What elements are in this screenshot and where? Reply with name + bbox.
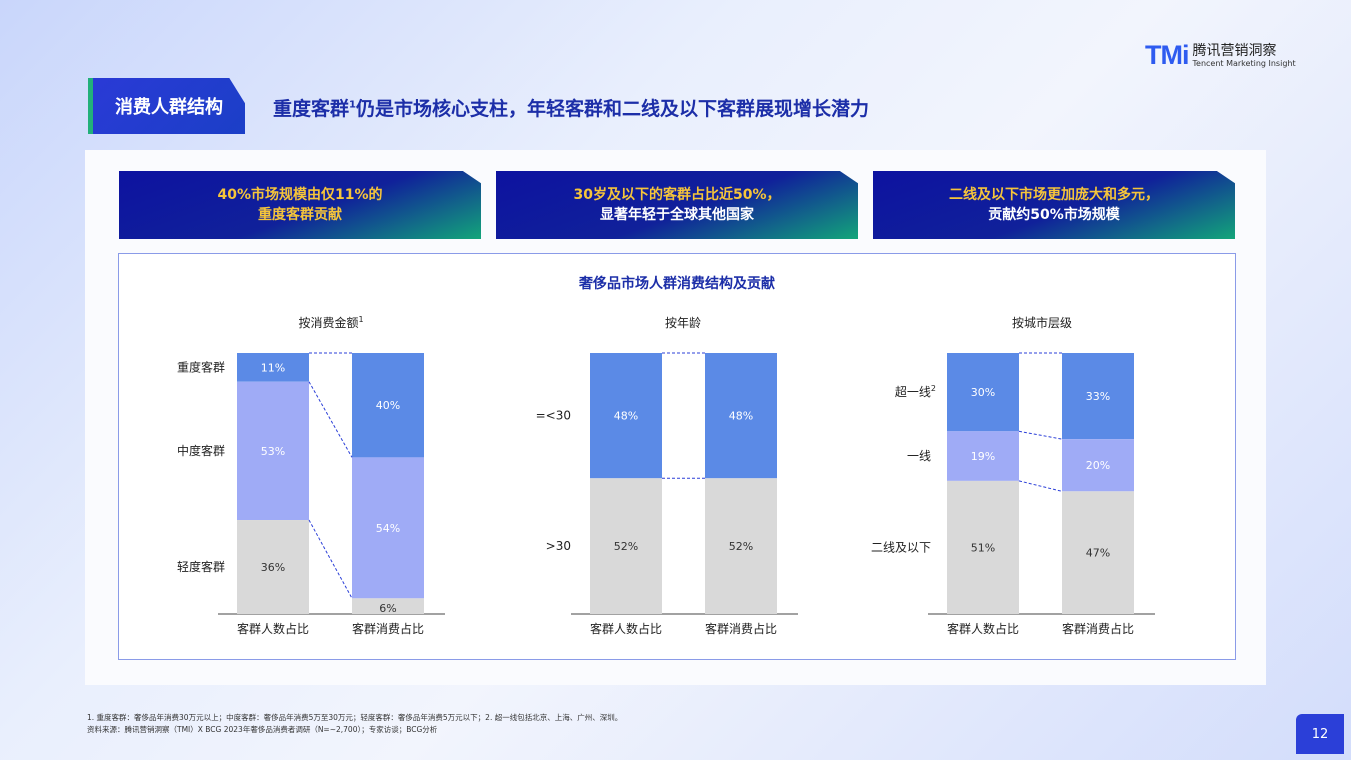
source-line: 资料来源：腾讯营销洞察（TMI）X BCG 2023年奢侈品消费者调研（N=~2… bbox=[87, 725, 438, 734]
bar-segment bbox=[947, 431, 1019, 481]
x-tick-label: 客群消费占比 bbox=[1062, 621, 1134, 636]
data-label: 54% bbox=[376, 522, 400, 535]
highlight-line: 重度客群贡献 bbox=[258, 207, 342, 223]
section-tag: 消费人群结构 bbox=[88, 78, 245, 134]
logo-en: Tencent Marketing Insight bbox=[1192, 58, 1296, 68]
chart-title: 奢侈品市场人群消费结构及贡献 bbox=[579, 276, 775, 292]
headline-pre: 重度客群 bbox=[273, 98, 350, 120]
data-label: 33% bbox=[1086, 390, 1110, 403]
subchart-title-text: 按年龄 bbox=[664, 316, 701, 330]
data-label: 48% bbox=[614, 410, 638, 423]
data-label: 51% bbox=[971, 541, 995, 554]
bar-segment bbox=[705, 478, 777, 614]
category-label: 一线 bbox=[907, 449, 931, 463]
bar-segment bbox=[705, 353, 777, 479]
x-tick-label: 客群人数占比 bbox=[590, 621, 662, 636]
data-label: 11% bbox=[261, 361, 285, 374]
data-label: 52% bbox=[614, 540, 638, 553]
connector-line bbox=[308, 519, 353, 599]
bar-segment bbox=[352, 353, 424, 458]
bar-segment bbox=[1062, 353, 1134, 440]
bar-segment bbox=[590, 478, 662, 614]
subchart-title-text: 按城市层级 bbox=[1011, 316, 1072, 330]
highlight-box-3: 二线及以下市场更加庞大和多元， 贡献约50%市场规模 bbox=[873, 171, 1235, 239]
bar-segment bbox=[590, 353, 662, 479]
bar-segment bbox=[1062, 491, 1134, 614]
highlight-line: 显著年轻于全球其他国家 bbox=[600, 207, 754, 223]
subchart-title-text: 按消费金额 bbox=[298, 316, 359, 330]
highlight-box-1: 40%市场规模由仅11%的 重度客群贡献 bbox=[119, 171, 481, 239]
logo-cn: 腾讯营销洞察 bbox=[1192, 42, 1277, 59]
x-tick-label: 客群人数占比 bbox=[237, 621, 309, 636]
bar-segment bbox=[1062, 439, 1134, 492]
highlight-box-2: 30岁及以下的客群占比近50%， 显著年轻于全球其他国家 bbox=[496, 171, 858, 239]
tmi-logo: TMi 腾讯营销洞察 Tencent Marketing Insight bbox=[1145, 40, 1296, 71]
data-label: 47% bbox=[1086, 547, 1110, 560]
bar-segment bbox=[352, 457, 424, 599]
data-label: 19% bbox=[971, 450, 995, 463]
bar-segment bbox=[352, 598, 424, 614]
data-label: 30% bbox=[971, 386, 995, 399]
connector-line bbox=[308, 381, 353, 458]
category-label: >30 bbox=[546, 539, 571, 553]
data-label: 20% bbox=[1086, 459, 1110, 472]
headline-sup: 1 bbox=[349, 99, 356, 111]
category-label: 二线及以下 bbox=[871, 540, 931, 554]
bar-segment bbox=[947, 480, 1019, 614]
page-number: 12 bbox=[1296, 714, 1344, 754]
bar-segment bbox=[947, 353, 1019, 432]
data-label: 53% bbox=[261, 445, 285, 458]
data-label: 40% bbox=[376, 399, 400, 412]
category-label: 重度客群 bbox=[177, 359, 225, 374]
footnote: 1. 重度客群：奢侈品年消费30万元以上；中度客群：奢侈品年消费5万至30万元；… bbox=[87, 712, 622, 736]
highlight-line: 贡献约50%市场规模 bbox=[988, 207, 1120, 223]
bar-segment bbox=[237, 520, 309, 614]
x-tick-label: 客群消费占比 bbox=[705, 621, 777, 636]
category-label: 轻度客群 bbox=[177, 559, 225, 574]
subchart-title-city: 按城市层级 bbox=[942, 314, 1142, 331]
highlight-line: 二线及以下市场更加庞大和多元， bbox=[949, 187, 1159, 203]
data-label: 48% bbox=[729, 410, 753, 423]
subchart-title-sup: 1 bbox=[358, 315, 364, 324]
connector-line bbox=[1018, 480, 1063, 492]
headline-post: 仍是市场核心支柱，年轻客群和二线及以下客群展现增长潜力 bbox=[355, 98, 869, 120]
page-title: 重度客群1仍是市场核心支柱，年轻客群和二线及以下客群展现增长潜力 bbox=[273, 94, 869, 121]
highlight-line: 30岁及以下的客群占比近50%， bbox=[573, 187, 781, 203]
highlight-line: 40%市场规模由仅11%的 bbox=[217, 187, 383, 203]
subchart-title-amount: 按消费金额1 bbox=[231, 314, 431, 331]
bar-segment bbox=[237, 353, 309, 382]
connector-line bbox=[1018, 430, 1063, 440]
x-tick-label: 客群消费占比 bbox=[352, 621, 424, 636]
category-label: =<30 bbox=[536, 409, 571, 423]
footnote-line: 1. 重度客群：奢侈品年消费30万元以上；中度客群：奢侈品年消费5万至30万元；… bbox=[87, 713, 623, 722]
data-label: 6% bbox=[379, 602, 396, 615]
bar-segment bbox=[237, 381, 309, 521]
subchart-title-age: 按年龄 bbox=[583, 314, 783, 331]
category-label: 超一线2 bbox=[895, 384, 936, 399]
logo-mark: TMi bbox=[1145, 40, 1189, 70]
data-label: 52% bbox=[729, 540, 753, 553]
x-tick-label: 客群人数占比 bbox=[947, 621, 1019, 636]
data-label: 36% bbox=[261, 561, 285, 574]
category-label: 中度客群 bbox=[177, 443, 225, 458]
